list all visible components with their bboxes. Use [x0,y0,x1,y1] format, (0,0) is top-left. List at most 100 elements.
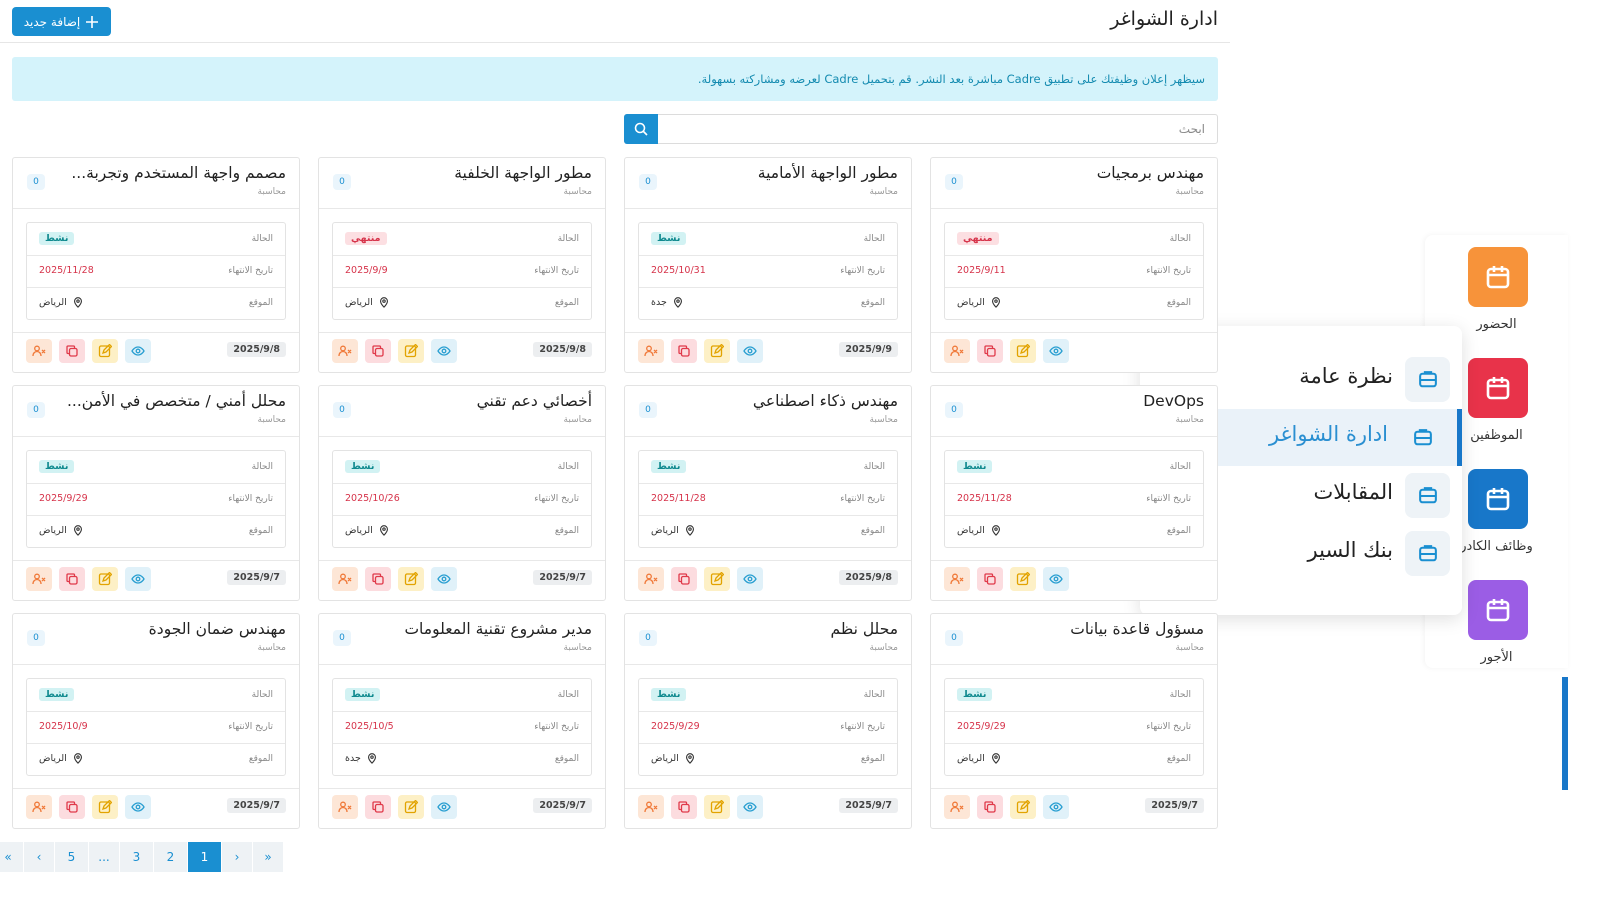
created-date: 2025/9/7 [227,798,286,813]
assign-button[interactable] [638,339,664,363]
job-title[interactable]: مدير مشروع تقنية المعلومات [404,620,592,638]
details-box: الحالة تاريخ الانتهاء الموقع نشط 2025/10/5 جد… [332,678,592,776]
edit-button[interactable] [92,339,118,363]
page-link[interactable]: 3 [120,842,153,872]
edit-button[interactable] [1010,795,1036,819]
assign-button[interactable] [638,795,664,819]
divider [27,287,285,288]
sidebar-tile[interactable] [1468,247,1528,307]
menu-glyph [1418,544,1437,561]
job-title[interactable]: مطور الواجهة الخلفية [454,164,592,182]
job-title[interactable]: مهندس ذكاء اصطناعي [752,392,898,410]
edit-button[interactable] [704,795,730,819]
edit-button[interactable] [398,567,424,591]
job-title[interactable]: مسؤول قاعدة بيانات [1070,620,1204,638]
view-button[interactable] [1043,339,1069,363]
sidebar-label[interactable]: وظائف الكادر [1460,539,1533,554]
job-title[interactable]: أخصائي دعم تقني [476,392,592,410]
assign-button[interactable] [944,567,970,591]
menu-label[interactable]: ادارة الشواغر [1268,422,1388,446]
page-link[interactable]: 5 [55,842,88,872]
divider [333,255,591,256]
page-link[interactable]: 1 [188,842,221,872]
job-title[interactable]: مصمم واجهة المستخدم وتجربة... [71,164,286,182]
assign-button[interactable] [332,795,358,819]
menu-label[interactable]: المقابلات [1313,480,1393,504]
view-button[interactable] [125,339,151,363]
edit-button[interactable] [704,567,730,591]
page-link[interactable]: ‹ [24,842,54,872]
edit-button[interactable] [398,339,424,363]
edit-button[interactable] [1010,339,1036,363]
copy-button[interactable] [365,339,391,363]
edit-button[interactable] [1010,567,1036,591]
edit-button[interactable] [92,567,118,591]
copy-button[interactable] [671,567,697,591]
job-title[interactable]: محلل نظم [830,620,898,638]
assign-button[interactable] [944,795,970,819]
assign-button[interactable] [944,339,970,363]
add-button[interactable]: إضافة جديد [12,7,111,36]
copy-button[interactable] [365,795,391,819]
copy-button[interactable] [977,567,1003,591]
menu-item[interactable]: نظرة عامة [1140,351,1462,408]
divider [27,483,285,484]
sidebar-label[interactable]: الموظفين [1470,428,1523,443]
copy-button[interactable] [59,339,85,363]
assign-button[interactable] [332,339,358,363]
assign-button-icon [338,801,352,813]
sidebar-tile[interactable] [1468,580,1528,640]
sidebar-tile[interactable] [1468,469,1528,529]
view-button[interactable] [431,795,457,819]
job-title[interactable]: مهندس برمجيات [1096,164,1204,182]
menu-label[interactable]: بنك السير [1307,538,1393,562]
copy-button[interactable] [59,795,85,819]
menu-item[interactable]: بنك السير [1140,525,1462,582]
page-link[interactable]: › [222,842,252,872]
menu-label[interactable]: نظرة عامة [1299,364,1393,388]
assign-button[interactable] [26,339,52,363]
copy-button[interactable] [977,795,1003,819]
sidebar-label[interactable]: الحضور [1476,317,1517,332]
view-button[interactable] [431,339,457,363]
copy-button[interactable] [671,339,697,363]
job-title[interactable]: مطور الواجهة الأمامية [757,164,898,182]
edit-button[interactable] [398,795,424,819]
search-input[interactable]: ابحث [624,114,1218,144]
sidebar-tile[interactable] [1468,358,1528,418]
view-button[interactable] [1043,567,1069,591]
job-department: محاسبة [869,643,898,653]
assign-button[interactable] [26,567,52,591]
view-button[interactable] [125,795,151,819]
applicants-count: 0 [27,630,45,646]
applicants-count: 0 [333,174,351,190]
page-link[interactable]: ... [89,842,119,872]
view-button[interactable] [737,567,763,591]
job-title[interactable]: محلل أمني / متخصص في الأمن... [66,392,286,410]
page-link[interactable]: » [253,842,283,872]
search-button[interactable] [624,114,658,144]
view-button[interactable] [125,567,151,591]
pin-icon [991,525,1000,536]
copy-button[interactable] [365,567,391,591]
copy-button[interactable] [977,339,1003,363]
edit-button[interactable] [92,795,118,819]
view-button[interactable] [737,795,763,819]
job-title[interactable]: DevOps [1143,392,1204,410]
view-button[interactable] [431,567,457,591]
view-button[interactable] [1043,795,1069,819]
copy-button[interactable] [59,567,85,591]
view-button[interactable] [737,339,763,363]
copy-button[interactable] [671,795,697,819]
edit-button[interactable] [704,339,730,363]
menu-item[interactable]: المقابلات [1140,467,1462,524]
job-title[interactable]: مهندس ضمان الجودة [148,620,286,638]
assign-button[interactable] [26,795,52,819]
assign-button[interactable] [332,567,358,591]
job-card: مدير مشروع تقنية المعلومات محاسبة 0 الحالة ت… [318,613,606,829]
assign-button[interactable] [638,567,664,591]
page-link[interactable]: 2 [154,842,187,872]
page-link[interactable]: « [0,842,23,872]
sidebar-label[interactable]: الأجور [1480,650,1513,665]
